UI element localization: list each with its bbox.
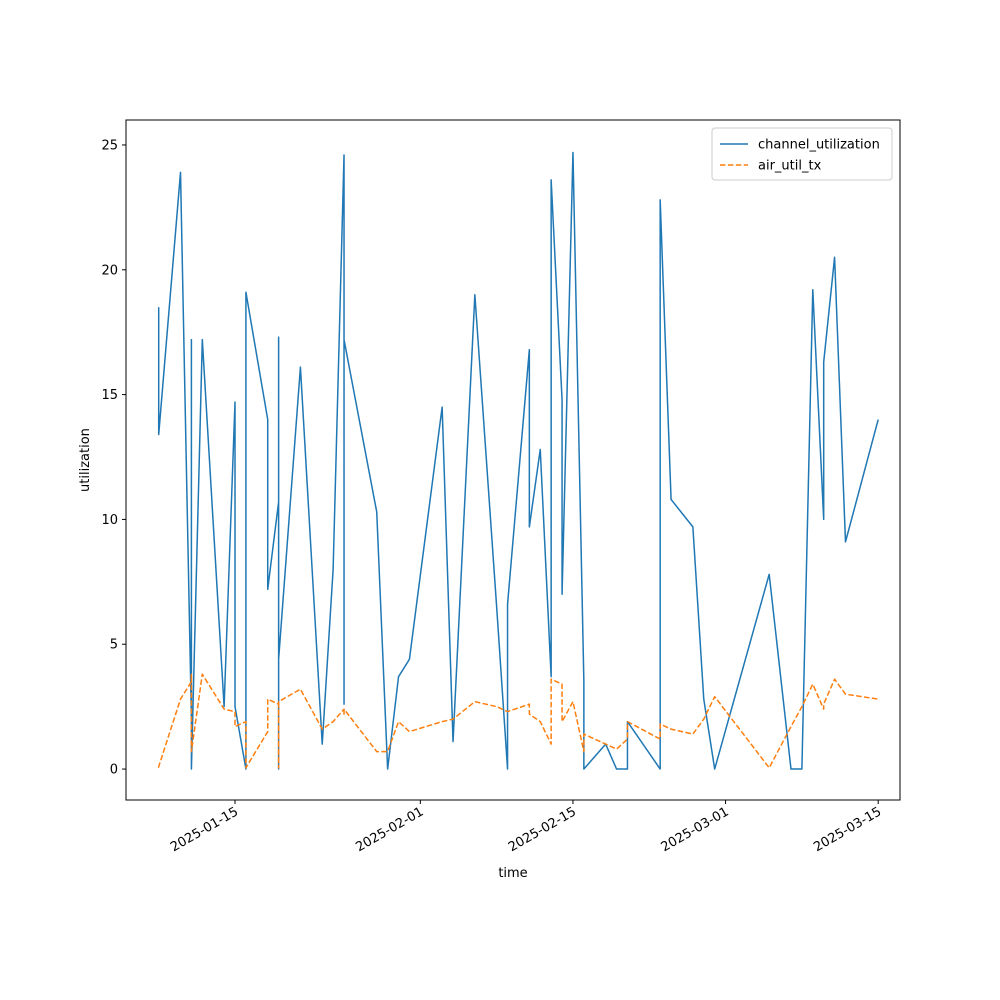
y-axis-label: utilization: [78, 428, 93, 492]
x-axis-label: time: [498, 866, 527, 881]
series-line: [157, 673, 879, 769]
x-tick-label: 2025-02-15: [506, 804, 579, 855]
y-tick-label: 10: [101, 513, 118, 528]
y-tick-label: 0: [110, 763, 118, 778]
legend-box: [711, 127, 893, 181]
x-tick-label: 2025-03-01: [659, 804, 732, 855]
series-line: [157, 151, 879, 770]
legend-label: channel_utilization: [758, 138, 880, 153]
x-tick-label: 2025-02-01: [353, 804, 426, 855]
x-tick-label: 2025-01-15: [168, 804, 241, 855]
legend: channel_utilization air_util_tx: [711, 127, 893, 181]
y-tick-label: 5: [110, 638, 118, 653]
x-tick-label: 2025-03-15: [811, 804, 884, 855]
y-tick-label: 25: [101, 138, 118, 153]
y-tick-label: 15: [101, 388, 118, 403]
legend-label: air_util_tx: [758, 159, 822, 174]
y-tick-label: 20: [101, 263, 118, 278]
plot-frame: [125, 119, 901, 801]
